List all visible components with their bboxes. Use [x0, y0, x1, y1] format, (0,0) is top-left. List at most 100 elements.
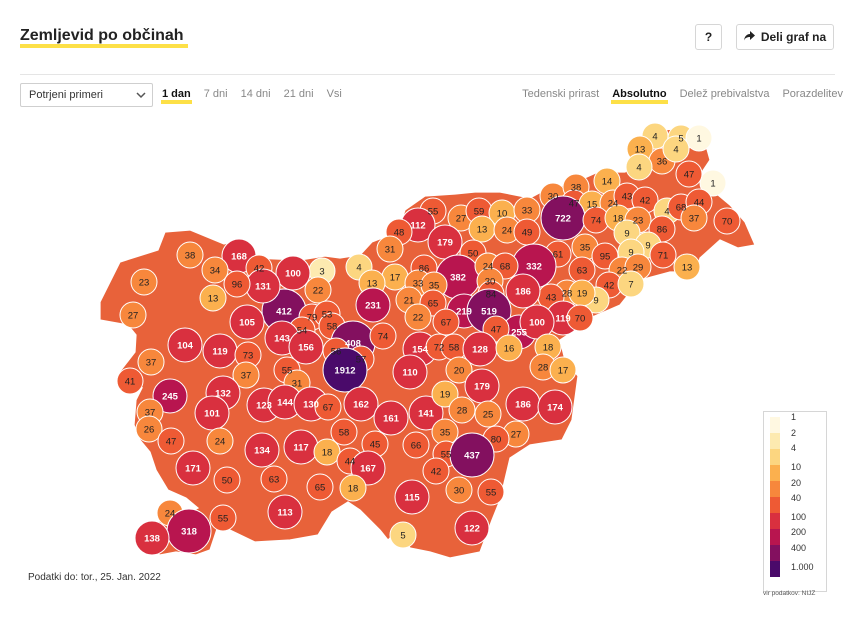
municipality-region[interactable]	[474, 400, 502, 428]
municipality-value-label: 122	[464, 524, 480, 535]
municipality-region[interactable]	[119, 301, 147, 329]
municipality-region[interactable]	[617, 270, 645, 298]
page-title: Zemljevid po občinah	[20, 27, 184, 44]
municipality-region[interactable]	[404, 303, 432, 331]
municipality-region[interactable]	[662, 135, 690, 163]
municipality-region[interactable]	[625, 153, 653, 181]
municipality-region[interactable]	[314, 393, 342, 421]
mode-tab[interactable]: Absolutno	[611, 88, 668, 104]
municipality-value-label: 27	[456, 214, 467, 225]
municipality-region[interactable]	[537, 389, 573, 425]
municipality-region[interactable]	[519, 304, 555, 340]
municipality-region[interactable]	[322, 347, 368, 393]
municipality-region[interactable]	[201, 256, 229, 284]
municipality-region[interactable]	[116, 367, 144, 395]
municipality-region[interactable]	[675, 160, 703, 188]
municipality-region[interactable]	[209, 504, 237, 532]
municipality-region[interactable]	[495, 334, 523, 362]
municipality-region[interactable]	[275, 255, 311, 291]
municipality-value-label: 55	[428, 207, 439, 218]
municipality-value-label: 42	[254, 264, 265, 275]
municipality-region[interactable]	[699, 169, 727, 197]
municipality-region[interactable]	[167, 327, 203, 363]
municipality-region[interactable]	[260, 465, 288, 493]
municipality-region[interactable]	[213, 466, 241, 494]
municipality-region[interactable]	[223, 270, 251, 298]
municipality-value-label: 74	[591, 216, 602, 227]
municipality-region[interactable]	[680, 204, 708, 232]
municipality-region[interactable]	[175, 450, 211, 486]
municipality-region[interactable]	[194, 395, 230, 431]
municipality-region[interactable]	[392, 354, 428, 390]
legend-swatch	[770, 529, 780, 546]
time-range-tab[interactable]: Vsi	[326, 88, 342, 100]
municipality-region[interactable]	[408, 395, 444, 431]
municipality-region[interactable]	[713, 207, 741, 235]
municipality-region[interactable]	[431, 380, 459, 408]
time-range-tab[interactable]: 1 dan	[161, 88, 192, 104]
municipality-region[interactable]	[130, 268, 158, 296]
metric-select[interactable]: Potrjeni primeri	[20, 83, 153, 107]
mode-tab[interactable]: Porazdelitev	[782, 88, 843, 100]
municipality-value-label: 9	[645, 241, 650, 252]
municipality-region[interactable]	[135, 415, 163, 443]
municipality-region[interactable]	[306, 473, 334, 501]
municipality-value-label: 26	[144, 425, 155, 436]
municipality-region[interactable]	[343, 386, 379, 422]
municipality-value-label: 5	[678, 134, 683, 145]
municipality-region[interactable]	[454, 510, 490, 546]
municipality-region[interactable]	[157, 427, 185, 455]
municipality-value-label: 115	[404, 493, 420, 504]
time-range-tab[interactable]: 21 dni	[283, 88, 314, 100]
municipality-region[interactable]	[137, 348, 165, 376]
municipality-region[interactable]	[267, 494, 303, 530]
municipality-region[interactable]	[389, 521, 417, 549]
municipality-region[interactable]	[445, 356, 473, 384]
municipality-region[interactable]	[685, 124, 713, 152]
time-range-tab[interactable]: 7 dni	[203, 88, 228, 100]
municipality-region[interactable]	[566, 304, 594, 332]
municipality-region[interactable]	[432, 308, 460, 336]
municipality-region[interactable]	[134, 520, 170, 556]
municipality-value-label: 20	[454, 366, 465, 377]
municipality-region[interactable]	[422, 457, 450, 485]
municipality-region[interactable]	[449, 432, 495, 478]
municipality-region[interactable]	[339, 474, 367, 502]
municipality-region[interactable]	[355, 287, 391, 323]
municipality-region[interactable]	[152, 378, 188, 414]
mode-tab[interactable]: Tedenski prirast	[522, 88, 600, 100]
municipality-region[interactable]	[229, 304, 265, 340]
municipality-region[interactable]	[673, 253, 701, 281]
share-button[interactable]: Deli graf na	[736, 24, 834, 50]
municipality-region[interactable]	[394, 479, 430, 515]
municipality-value-label: 59	[474, 207, 485, 218]
municipality-region[interactable]	[549, 356, 577, 384]
municipality-value-label: 63	[269, 475, 280, 486]
mode-tabs: Tedenski prirast Absolutno Delež prebivals…	[522, 88, 843, 104]
municipality-region[interactable]	[176, 241, 204, 269]
municipality-region[interactable]	[199, 284, 227, 312]
municipality-region[interactable]	[448, 396, 476, 424]
municipality-region[interactable]	[402, 431, 430, 459]
time-range-tab[interactable]: 14 dni	[240, 88, 271, 100]
municipality-region[interactable]	[376, 235, 404, 263]
mode-tab[interactable]: Delež prebivalstva	[679, 88, 770, 100]
municipality-value-label: 24	[483, 262, 494, 273]
municipality-region[interactable]	[505, 273, 541, 309]
municipality-value-label: 47	[491, 325, 502, 336]
municipality-value-label: 23	[633, 216, 644, 227]
municipality-value-label: 18	[348, 484, 359, 495]
municipality-region[interactable]	[232, 361, 260, 389]
municipality-region[interactable]	[206, 427, 234, 455]
municipality-region[interactable]	[369, 322, 397, 350]
municipality-region[interactable]	[330, 418, 358, 446]
municipality-region[interactable]	[288, 329, 324, 365]
municipality-region[interactable]	[445, 476, 473, 504]
municipality-value-label: 186	[515, 400, 531, 411]
municipality-region[interactable]	[477, 478, 505, 506]
municipality-region[interactable]	[244, 432, 280, 468]
municipality-region[interactable]	[304, 276, 332, 304]
help-button[interactable]: ?	[695, 24, 722, 50]
municipality-region[interactable]	[649, 241, 677, 269]
municipality-region[interactable]	[373, 400, 409, 436]
